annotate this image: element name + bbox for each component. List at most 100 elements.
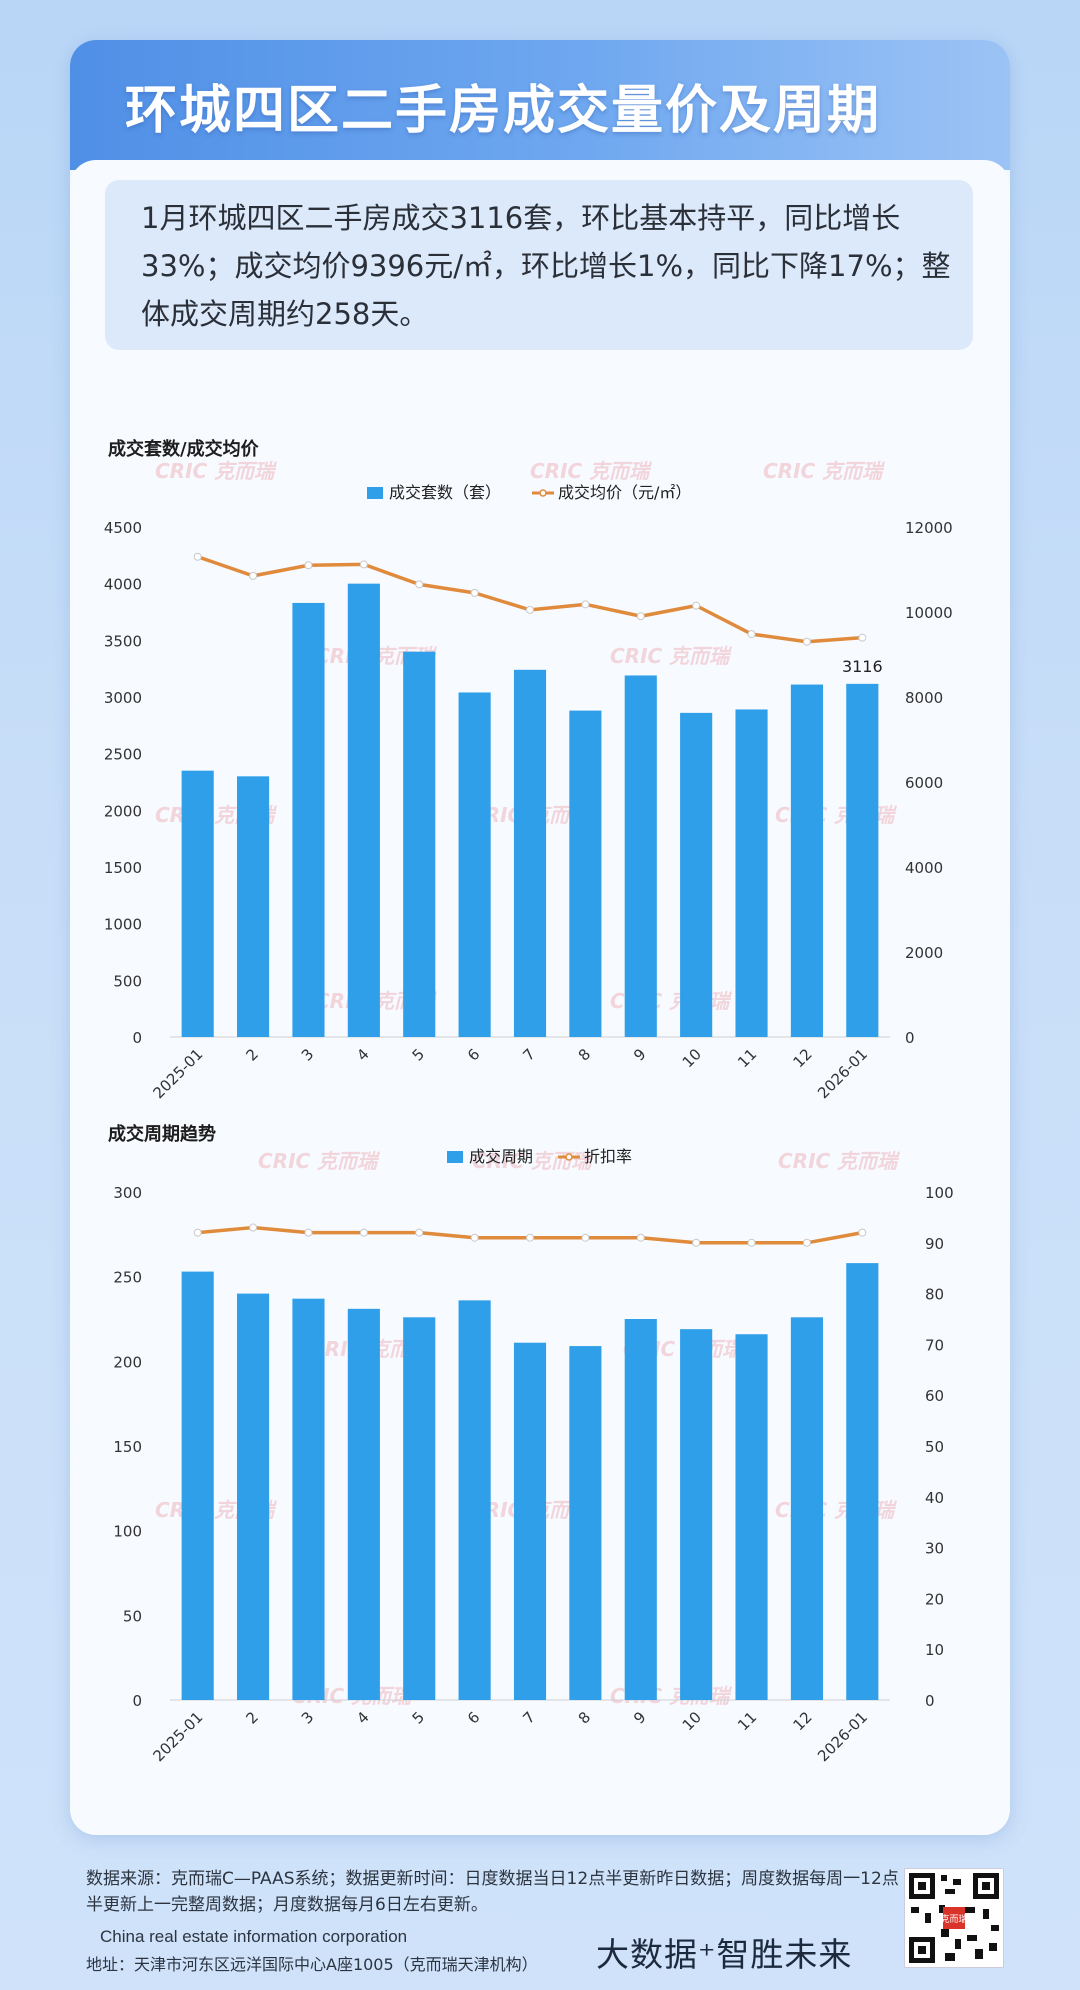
x-tick-label: 5 <box>409 1708 428 1727</box>
x-tick-label: 2 <box>242 1045 261 1064</box>
x-tick-label: 7 <box>519 1708 538 1727</box>
bar <box>735 709 768 1037</box>
y-tick-right: 20 <box>925 1590 944 1608</box>
legend-label-bar: 成交周期 <box>469 1147 533 1166</box>
bar <box>403 1317 436 1700</box>
x-tick-label: 2025-01 <box>149 1045 206 1102</box>
watermark: CRIC 克而瑞 <box>778 1149 900 1173</box>
bar <box>181 770 214 1037</box>
y-tick-left: 200 <box>113 1353 142 1371</box>
bar <box>292 602 325 1037</box>
y-tick-right: 80 <box>925 1286 944 1304</box>
watermark: CRIC 克而瑞 <box>472 1149 594 1173</box>
y-tick-right: 100 <box>925 1184 954 1202</box>
x-tick-label: 4 <box>353 1045 372 1064</box>
company-address: 地址：天津市河东区远洋国际中心A座1005（克而瑞天津机构） <box>86 1955 538 1974</box>
y-tick-right: 70 <box>925 1336 944 1354</box>
line-point <box>747 1238 756 1247</box>
line-point <box>193 552 202 561</box>
line-point <box>692 1238 701 1247</box>
bar <box>790 684 823 1037</box>
bar <box>458 692 491 1037</box>
legend-bar-swatch <box>447 1151 463 1163</box>
line-point <box>304 561 313 570</box>
bar <box>403 651 436 1037</box>
footer: 数据来源：克而瑞C—PAAS系统；数据更新时间：日度数据当日12点半更新昨日数据… <box>0 1840 1080 1990</box>
qr-code-icon: 克而瑞 <box>909 1873 999 1963</box>
x-tick-label: 8 <box>575 1045 594 1064</box>
data-label: 3116 <box>842 657 883 676</box>
bar <box>569 710 602 1037</box>
bar <box>237 776 270 1037</box>
y-tick-right: 2000 <box>905 944 943 962</box>
bar <box>458 1300 491 1700</box>
line-point <box>747 630 756 639</box>
y-tick-right: 50 <box>925 1438 944 1456</box>
bar <box>846 1263 879 1700</box>
chart-title: 成交套数/成交均价 <box>108 438 260 460</box>
y-tick-left: 1000 <box>104 916 142 934</box>
line-point <box>304 1228 313 1237</box>
x-tick-label: 7 <box>519 1045 538 1064</box>
y-tick-left: 3000 <box>104 689 142 707</box>
line-point <box>249 1223 258 1232</box>
bar <box>292 1298 325 1700</box>
line-point <box>858 1228 867 1237</box>
bar <box>624 675 657 1037</box>
company-name: China real estate information corporatio… <box>100 1927 408 1946</box>
y-tick-left: 0 <box>132 1029 142 1047</box>
x-tick-label: 10 <box>679 1045 705 1071</box>
y-tick-left: 3500 <box>104 632 142 650</box>
x-tick-label: 6 <box>464 1045 483 1064</box>
legend-bar-swatch <box>367 487 383 499</box>
y-tick-right: 8000 <box>905 689 943 707</box>
x-tick-label: 9 <box>630 1708 649 1727</box>
x-tick-label: 9 <box>630 1045 649 1064</box>
y-tick-left: 500 <box>113 972 142 990</box>
legend-line-marker <box>539 489 547 497</box>
bar <box>624 1319 657 1700</box>
y-tick-left: 4500 <box>104 519 142 537</box>
x-tick-label: 11 <box>734 1045 760 1071</box>
slogan: 大数据⁺智胜未来 <box>596 1935 853 1974</box>
bar <box>569 1346 602 1700</box>
y-tick-left: 1500 <box>104 859 142 877</box>
x-tick-label: 3 <box>298 1708 317 1727</box>
watermark: CRIC 克而瑞 <box>610 644 732 668</box>
y-tick-right: 10000 <box>905 604 953 622</box>
x-tick-label: 10 <box>679 1708 705 1734</box>
bar <box>237 1293 270 1700</box>
line-point <box>249 571 258 580</box>
y-tick-right: 60 <box>925 1387 944 1405</box>
x-tick-label: 4 <box>353 1708 372 1727</box>
bar <box>680 1329 713 1700</box>
line-point <box>802 1238 811 1247</box>
watermark: CRIC 克而瑞 <box>155 459 277 483</box>
line-point <box>581 600 590 609</box>
bar <box>181 1271 214 1700</box>
y-tick-left: 2000 <box>104 802 142 820</box>
line-point <box>193 1228 202 1237</box>
line-point <box>636 612 645 621</box>
y-tick-left: 300 <box>113 1184 142 1202</box>
y-tick-right: 40 <box>925 1489 944 1507</box>
bar <box>513 669 547 1037</box>
qr-code[interactable]: 克而瑞 <box>904 1868 1004 1968</box>
y-tick-right: 90 <box>925 1235 944 1253</box>
y-tick-left: 4000 <box>104 576 142 594</box>
x-tick-label: 12 <box>790 1045 816 1071</box>
line-point <box>636 1233 645 1242</box>
bar <box>513 1342 547 1700</box>
x-tick-label: 2 <box>242 1708 261 1727</box>
line-point <box>692 601 701 610</box>
y-tick-left: 0 <box>132 1692 142 1710</box>
x-tick-label: 12 <box>790 1708 816 1734</box>
bar <box>347 583 380 1037</box>
x-tick-label: 2025-01 <box>149 1708 206 1765</box>
main-card: 环城四区二手房成交量价及周期 1月环城四区二手房成交3116套，环比基本持平，同… <box>70 40 1010 1835</box>
y-tick-right: 12000 <box>905 519 953 537</box>
watermark: CRIC 克而瑞 <box>530 459 652 483</box>
x-tick-label: 2026-01 <box>814 1708 871 1765</box>
watermark: CRIC 克而瑞 <box>763 459 885 483</box>
line-point <box>581 1233 590 1242</box>
